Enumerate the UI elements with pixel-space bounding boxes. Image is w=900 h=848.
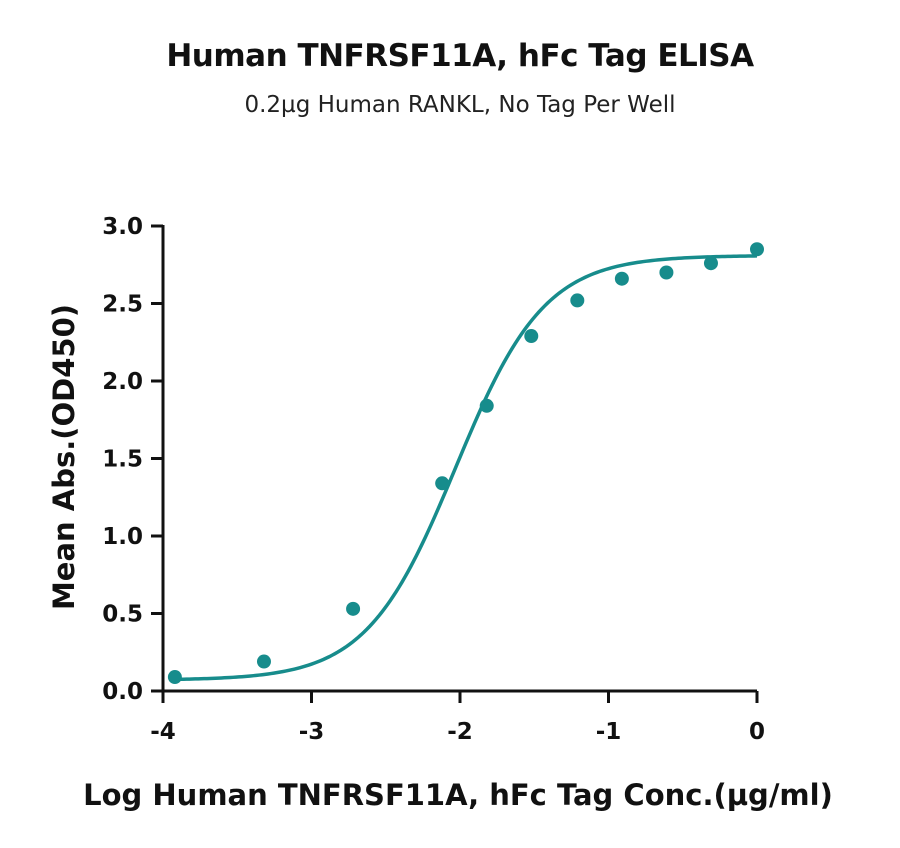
- y-tick-label: 0.5: [102, 602, 143, 628]
- x-tick-label: -1: [596, 719, 622, 745]
- x-tick-label: -2: [447, 719, 473, 745]
- data-point: [479, 398, 494, 413]
- data-points: [167, 242, 764, 685]
- data-point: [167, 670, 182, 685]
- data-point: [570, 293, 585, 308]
- data-point: [346, 601, 361, 616]
- data-point: [614, 271, 629, 286]
- x-tick-label: -4: [150, 719, 176, 745]
- y-tick-label: 2.0: [102, 369, 143, 395]
- data-point: [524, 329, 539, 344]
- x-tick-label: -3: [299, 719, 325, 745]
- y-tick-label: 0.0: [102, 679, 143, 705]
- data-point: [256, 654, 271, 669]
- data-point: [703, 256, 718, 271]
- fit-curve: [174, 254, 758, 682]
- x-tick-label: 0: [749, 719, 765, 745]
- y-tick-label: 3.0: [102, 214, 143, 240]
- y-tick-label: 1.5: [102, 447, 143, 473]
- y-ticks: 0.0 0.5 1.0 1.5 2.0 2.5 3.0: [102, 214, 163, 705]
- data-point: [659, 265, 674, 280]
- x-axis-title: Log Human TNFRSF11A, hFc Tag Conc.(µg/ml…: [83, 778, 833, 812]
- x-ticks: -4 -3 -2 -1 0: [150, 691, 765, 745]
- data-point: [435, 476, 450, 491]
- y-tick-label: 2.5: [102, 292, 143, 318]
- chart-title: Human TNFRSF11A, hFc Tag ELISA: [166, 38, 754, 74]
- y-tick-label: 1.0: [102, 524, 143, 550]
- y-axis-title: Mean Abs.(OD450): [47, 304, 81, 610]
- chart-subtitle: 0.2µg Human RANKL, No Tag Per Well: [244, 92, 676, 118]
- data-point: [750, 242, 764, 257]
